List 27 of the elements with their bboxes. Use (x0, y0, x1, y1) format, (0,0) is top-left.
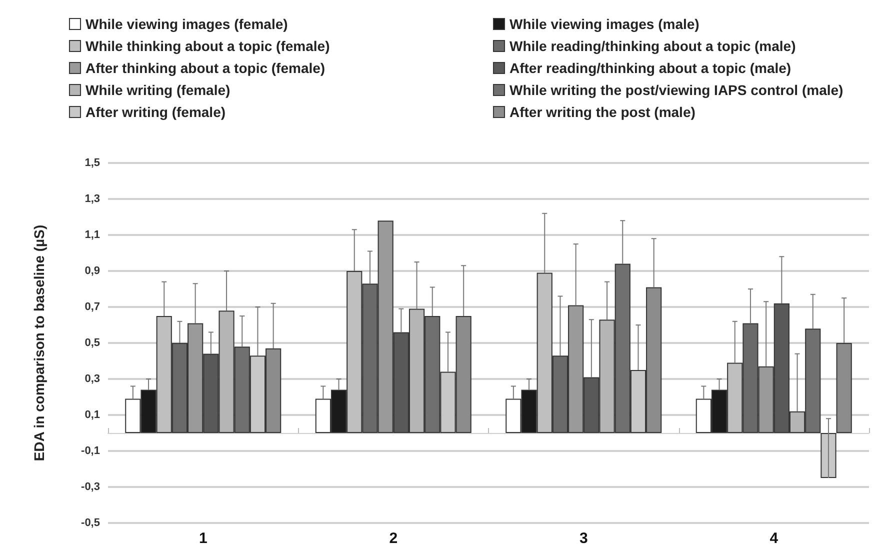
x-tick-label: 2 (389, 530, 398, 547)
y-axis-title: EDA in comparison to baseline (µS) (31, 224, 47, 462)
legend-label: While writing (female) (86, 82, 230, 98)
y-tick-label: 1,5 (84, 157, 100, 169)
y-tick-label: -0,5 (81, 517, 100, 529)
legend-label: While reading/thinking about a topic (male) (510, 38, 796, 54)
y-tick-label: -0,3 (81, 481, 100, 493)
y-tick-label: 0,3 (84, 373, 100, 385)
legend-label: While thinking about a topic (female) (86, 38, 330, 54)
legend-label: After reading/thinking about a topic (male) (510, 60, 792, 76)
y-tick-label: 0,9 (84, 265, 100, 277)
x-tick-label: 1 (198, 530, 208, 547)
x-tick-label: 4 (770, 530, 779, 547)
bar (836, 343, 852, 433)
legend-label: After writing the post (male) (510, 104, 696, 120)
y-tick-label: 0,1 (84, 409, 100, 421)
legend-label: While writing the post/viewing IAPS control (male) (510, 82, 844, 98)
y-tick-label: 0,7 (84, 301, 100, 313)
y-tick-label: 1,1 (84, 229, 100, 241)
legend-label: While viewing images (male) (510, 16, 700, 32)
x-tick-label: 3 (579, 530, 588, 547)
legend-label: After writing (female) (86, 104, 226, 120)
y-tick-label: 0,5 (84, 337, 100, 349)
y-tick-label: -0,1 (81, 445, 100, 457)
y-tick-label: 1,3 (84, 193, 100, 205)
legend-label: While viewing images (female) (86, 16, 288, 32)
legend-label: After thinking about a topic (female) (86, 60, 326, 76)
